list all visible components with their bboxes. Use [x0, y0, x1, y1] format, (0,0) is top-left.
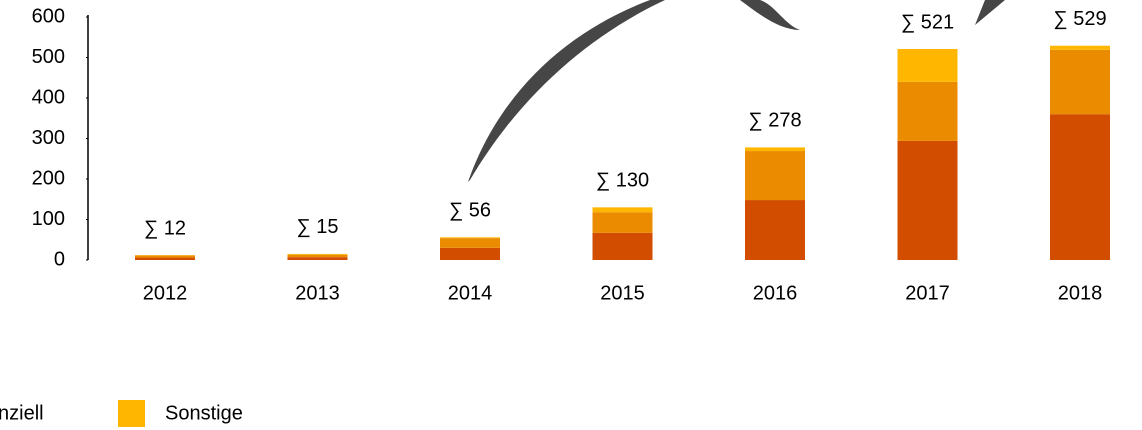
bar-segment: [592, 232, 653, 260]
arrow-decoration: [975, 0, 1005, 25]
total-label: ∑ 521: [901, 11, 954, 33]
x-tick-label: 2017: [905, 282, 950, 304]
legend-swatch: [118, 400, 145, 427]
bar-segment: [897, 81, 958, 141]
bar-segment: [1050, 114, 1110, 260]
total-label: ∑ 56: [449, 200, 491, 222]
y-tick-label: 300: [32, 127, 65, 149]
bar-segment: [592, 207, 653, 213]
y-tick-label: 200: [32, 167, 65, 189]
bar-segment: [897, 48, 958, 82]
y-tick-label: 100: [32, 208, 65, 230]
bar-segment: [745, 200, 805, 260]
x-tick-label: 2012: [143, 282, 188, 304]
legend-label: Sonstige: [165, 402, 243, 424]
total-label: ∑ 278: [748, 110, 801, 132]
bar-segment: [440, 247, 500, 260]
x-tick-label: 2015: [600, 282, 645, 304]
bar-segment: [287, 254, 348, 258]
arrow-decoration: [740, 0, 800, 30]
bar-segment: [440, 238, 500, 248]
bar-segment: [135, 255, 195, 258]
x-tick-label: 2016: [753, 282, 798, 304]
bar-segment: [592, 212, 653, 233]
total-label: ∑ 15: [296, 216, 338, 238]
y-tick-label: 400: [32, 86, 65, 108]
bar-segment: [1050, 45, 1110, 50]
bar-segment: [745, 151, 805, 201]
x-tick-label: 2013: [295, 282, 340, 304]
bar-segment: [287, 257, 348, 260]
bar-segment: [897, 140, 958, 260]
bar-segment: [287, 253, 348, 255]
total-label: ∑ 12: [144, 217, 186, 239]
y-tick-label: 500: [32, 46, 65, 68]
bar-segment: [440, 237, 500, 239]
total-label: ∑ 529: [1053, 8, 1106, 30]
bar-segment: [745, 147, 805, 152]
total-label: ∑ 130: [596, 170, 649, 192]
arrow-decoration: [468, 0, 665, 182]
x-tick-label: 2014: [448, 282, 493, 304]
bar-segment: [135, 257, 195, 260]
y-tick-label: 0: [54, 248, 65, 270]
legend-label: nziell: [0, 402, 44, 424]
bar-segment: [1050, 49, 1110, 115]
x-tick-label: 2018: [1058, 282, 1103, 304]
y-tick-label: 600: [32, 5, 65, 27]
